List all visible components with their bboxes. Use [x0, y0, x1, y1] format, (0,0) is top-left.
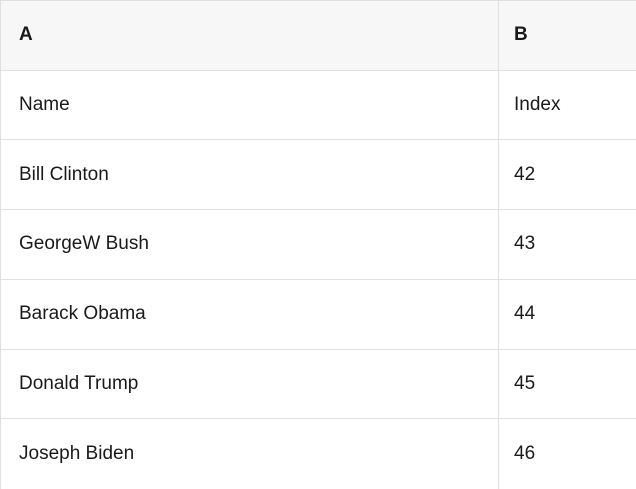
table-row: GeorgeW Bush 43 [1, 210, 636, 280]
table-row: Name Index [1, 70, 636, 141]
cell-index[interactable]: 44 [498, 279, 636, 350]
column-header-row: A B [1, 1, 636, 71]
cell-name[interactable]: Bill Clinton [1, 140, 498, 211]
table-row: Bill Clinton 42 [1, 140, 636, 211]
cell-index-header[interactable]: Index [498, 70, 636, 141]
table-row: Donald Trump 45 [1, 349, 636, 420]
cell-name[interactable]: Donald Trump [1, 350, 498, 420]
column-header-b[interactable]: B [498, 1, 636, 71]
cell-name[interactable]: Barack Obama [1, 280, 498, 350]
cell-index[interactable]: 46 [498, 419, 636, 489]
cell-index[interactable]: 43 [498, 210, 636, 280]
table-row: Barack Obama 44 [1, 279, 636, 350]
cell-name[interactable]: GeorgeW Bush [1, 210, 498, 280]
column-header-a[interactable]: A [1, 1, 498, 71]
table-row: Joseph Biden 46 [1, 419, 636, 489]
cell-name-header[interactable]: Name [1, 71, 498, 141]
cell-index[interactable]: 45 [498, 349, 636, 420]
cell-index[interactable]: 42 [498, 140, 636, 211]
cell-name[interactable]: Joseph Biden [19, 443, 135, 465]
